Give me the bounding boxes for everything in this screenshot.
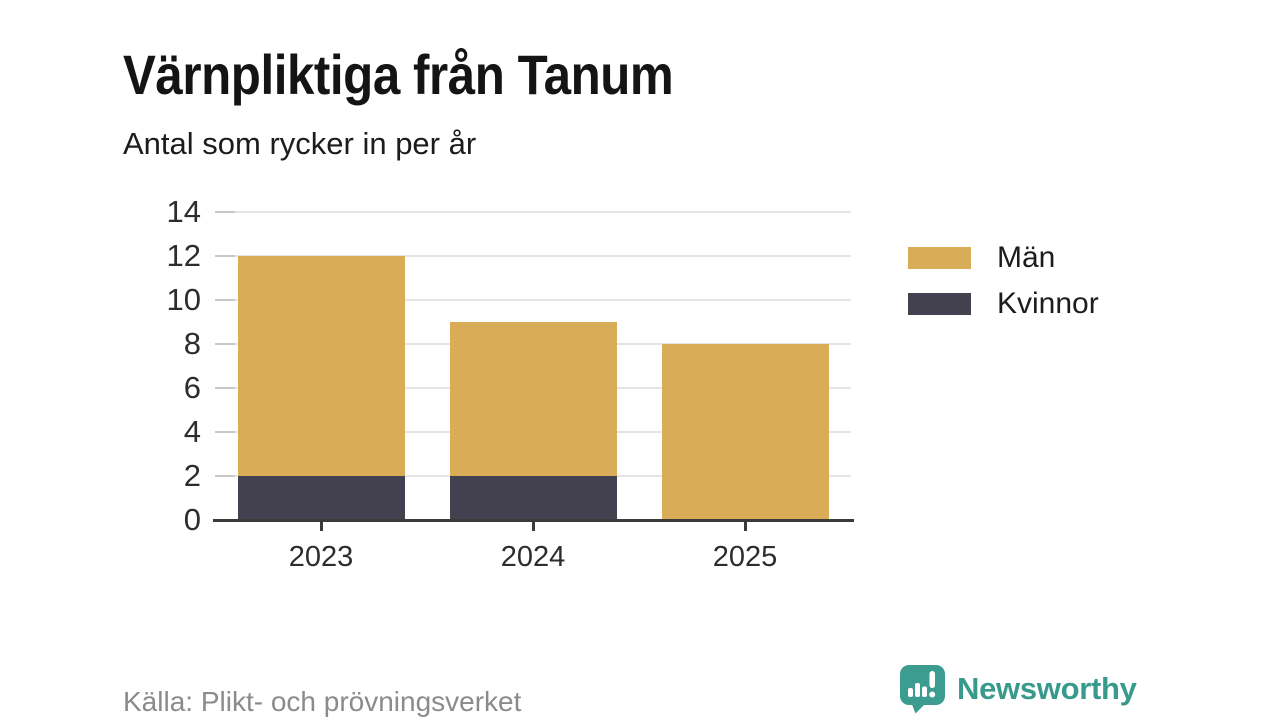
y-axis-label: 10 [166, 282, 201, 317]
y-tick-4 [215, 431, 235, 433]
brand-logo: Newsworthy [899, 664, 1137, 714]
chart-subtitle: Antal som rycker in per år [123, 126, 477, 161]
x-axis-line [213, 519, 854, 522]
gridline-10 [215, 299, 851, 301]
y-axis-label: 6 [183, 370, 201, 405]
bar-segment-kvinnor-2024 [449, 476, 617, 520]
y-axis-label: 0 [183, 502, 201, 537]
x-axis-label: 2023 [288, 541, 354, 573]
newsworthy-speech-bubble-icon [900, 665, 945, 714]
y-tick-14 [215, 211, 235, 213]
bar-segment-kvinnor-2023 [237, 476, 405, 520]
x-tick-2024 [531, 522, 535, 531]
legend-swatch-män [908, 247, 971, 269]
legend-swatch-kvinnor [908, 293, 971, 315]
bar-segment-män-2024 [449, 322, 617, 476]
y-axis-labels: 0 2 4 6 8 10 12 14 [105, 195, 201, 537]
x-axis-labels: 2023 2024 2025 [215, 541, 851, 577]
gridline-12 [215, 255, 851, 257]
legend: Män Kvinnor [908, 243, 1099, 339]
bar-segment-män-2023 [237, 256, 405, 476]
gridline-14 [215, 211, 851, 213]
plot-area [215, 211, 851, 520]
y-tick-6 [215, 387, 235, 389]
x-tick-2025 [743, 522, 747, 531]
y-axis-label: 2 [183, 458, 201, 493]
y-axis-label: 12 [166, 238, 201, 273]
legend-item: Män [908, 243, 1099, 273]
source-attribution: Källa: Plikt- och prövningsverket [123, 686, 522, 717]
legend-label: Kvinnor [997, 287, 1099, 320]
y-tick-2 [215, 475, 235, 477]
x-axis-label: 2025 [712, 541, 778, 573]
y-tick-12 [215, 255, 235, 257]
y-tick-8 [215, 343, 235, 345]
legend-label: Män [997, 241, 1056, 274]
y-axis-label: 8 [183, 326, 201, 361]
bar-segment-män-2025 [661, 344, 829, 520]
chart-title: Värnpliktiga från Tanum [123, 42, 674, 106]
x-axis-ticks [215, 522, 851, 532]
y-axis-label: 4 [183, 414, 201, 449]
legend-item: Kvinnor [908, 289, 1099, 319]
y-tick-10 [215, 299, 235, 301]
y-axis-label: 14 [166, 194, 201, 229]
x-tick-2023 [319, 522, 323, 531]
brand-name: Newsworthy [957, 671, 1137, 706]
x-axis-label: 2024 [500, 541, 566, 573]
